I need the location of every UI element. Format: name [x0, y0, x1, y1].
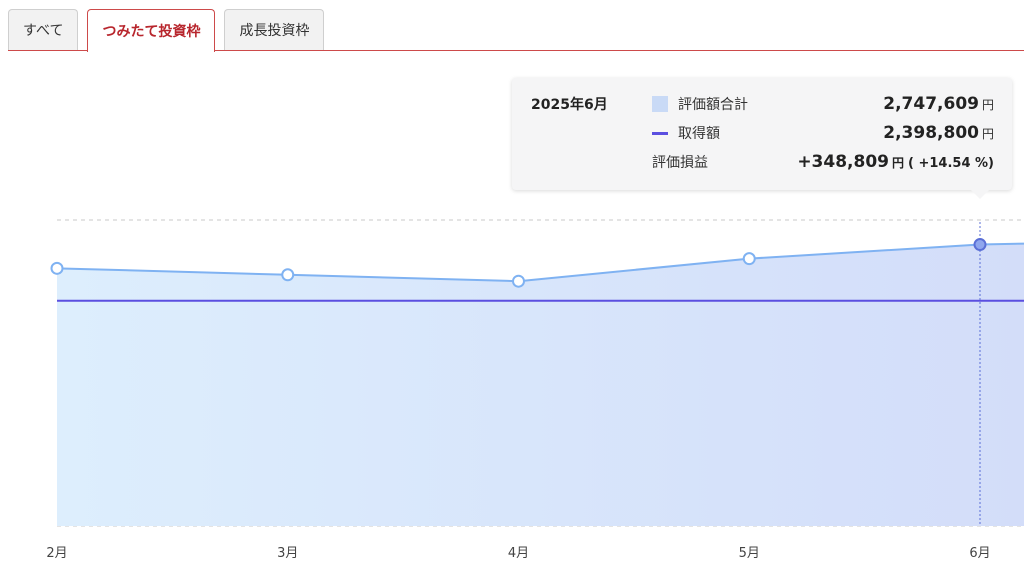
legend-area-swatch — [652, 96, 668, 112]
tab-tsumitate[interactable]: つみたて投資枠 — [87, 9, 216, 52]
cost-value-number: 2,398,800 — [883, 123, 979, 143]
value-area — [57, 243, 1024, 526]
tab-underline — [8, 50, 1024, 51]
tooltip-row-total: 評価額合計 2,747,609 円 — [652, 93, 994, 115]
legend-line-swatch — [652, 131, 668, 135]
tab-all-label: すべて — [23, 23, 64, 39]
tab-growth[interactable]: 成長投資枠 — [224, 9, 325, 50]
chart-tooltip: 2025年6月 評価額合計 2,747,609 円 取得額 2,398,800 円 … — [512, 78, 1012, 199]
tooltip-arrow — [971, 190, 989, 199]
pl-rate: ( +14.54 %) — [908, 156, 994, 171]
value-line — [56, 242, 1024, 283]
yen-unit: 円 — [892, 156, 905, 170]
tab-all[interactable]: すべて — [8, 9, 79, 50]
data-point — [281, 268, 295, 282]
yen-unit: 円 — [981, 98, 994, 112]
x-tick-label: 4月 — [507, 546, 530, 561]
data-point — [512, 274, 525, 288]
tab-tsumitate-label: つみたて投資枠 — [102, 24, 201, 40]
account-tabs: すべて つみたて投資枠 成長投資枠 — [8, 9, 325, 52]
x-tick-label: 2月 — [46, 546, 68, 561]
pl-value-number: +348,809 — [797, 152, 889, 172]
tooltip-date: 2025年6月 — [531, 97, 608, 113]
tooltip-pl-value: +348,809 円( +14.54 %) — [797, 152, 994, 172]
tooltip-total-label: 評価額合計 — [678, 97, 748, 113]
yen-unit: 円 — [981, 127, 994, 141]
tooltip-pl-label: 評価損益 — [652, 155, 708, 171]
data-point-highlighted — [973, 238, 987, 252]
x-tick-label: 5月 — [738, 546, 760, 561]
tooltip-cost-label: 取得額 — [678, 126, 720, 142]
data-point — [742, 252, 756, 266]
x-tick-label: 6月 — [969, 546, 991, 561]
tab-growth-label: 成長投資枠 — [239, 23, 310, 39]
tooltip-row-pl: 評価損益 +348,809 円( +14.54 %) — [652, 151, 994, 173]
tooltip-cost-value: 2,398,800 円 — [883, 123, 994, 143]
tooltip-total-value: 2,747,609 円 — [883, 94, 994, 114]
x-tick-label: 3月 — [277, 546, 299, 561]
tooltip-row-cost: 取得額 2,398,800 円 — [652, 122, 994, 144]
total-value-number: 2,747,609 — [883, 94, 979, 114]
data-point — [50, 261, 64, 275]
